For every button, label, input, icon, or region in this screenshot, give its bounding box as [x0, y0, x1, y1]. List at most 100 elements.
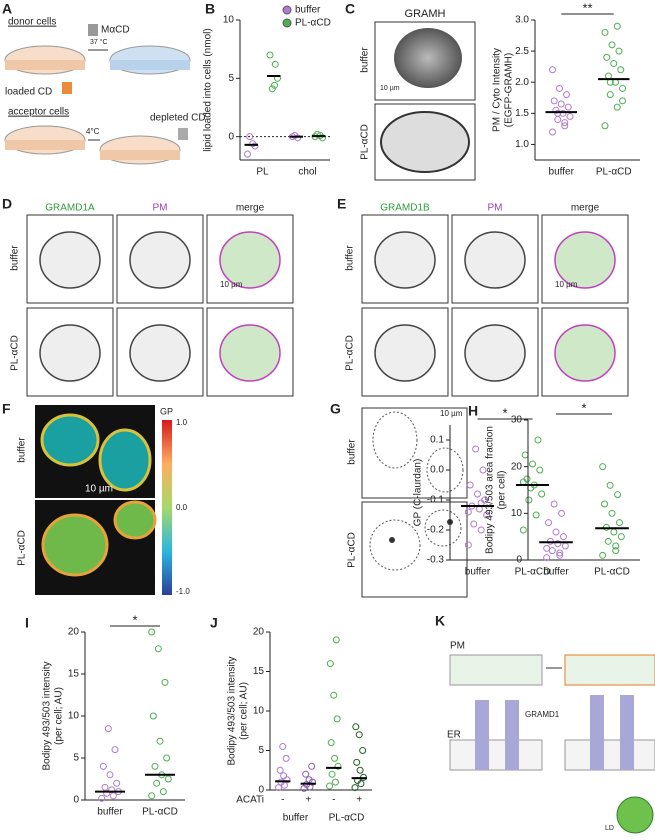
- label: depleted CD: [150, 113, 206, 124]
- cell: [113, 500, 157, 540]
- label: LD: [605, 825, 614, 832]
- y-tick-label: 0.1: [430, 435, 444, 446]
- data-point: [534, 436, 542, 444]
- data-point: [608, 41, 616, 49]
- data-point: [353, 758, 361, 766]
- dish: [5, 60, 85, 70]
- data-point: [545, 519, 553, 527]
- panel-k: K PM ER GRAMD1 LD: [435, 613, 655, 834]
- y-tick-label: 30: [511, 415, 523, 426]
- data-point: [479, 466, 487, 474]
- data-point: [550, 500, 558, 508]
- y-axis-label: GP (C-laurdan): [413, 459, 424, 527]
- panel-f-images: F buffer PL-αCD 10 µm GP 1.0 0.0 -1.0: [2, 401, 190, 596]
- data-point: [291, 132, 299, 139]
- membrane: [564, 654, 655, 686]
- data-point: [613, 103, 621, 111]
- protein: [590, 695, 604, 770]
- colorbar: [162, 420, 172, 595]
- data-point: [543, 544, 551, 552]
- data-point: [613, 22, 621, 30]
- y-tick-label: 20: [511, 461, 523, 472]
- y-axis-label: Bodipy 493/503 area fraction: [485, 426, 496, 554]
- data-point: [525, 496, 533, 504]
- dish: [110, 60, 190, 70]
- data-point: [99, 762, 107, 770]
- legend-marker: [282, 5, 292, 15]
- panel-letter: C: [345, 1, 355, 17]
- x-tick-label: buffer: [549, 167, 575, 178]
- data-point: [279, 743, 287, 751]
- y-axis-label: Bodipy 493/503 intensity: [42, 662, 53, 771]
- column-label: GRAMD1A: [45, 203, 95, 214]
- panel-letter: J: [210, 615, 218, 631]
- data-point: [164, 775, 172, 783]
- column-label: GRAMD1B: [380, 203, 430, 214]
- row-label: PL-αCD: [17, 530, 28, 566]
- data-point: [561, 122, 569, 130]
- panel-c-images: C GRAMH buffer PL-αCD 10 µm: [345, 1, 476, 181]
- y-axis-label: (per cell; AU): [239, 682, 250, 740]
- y-tick-label: 15: [253, 666, 265, 677]
- cell: [554, 231, 616, 289]
- y-tick-label: 3.0: [515, 15, 529, 26]
- y-tick-label: 10: [253, 706, 265, 717]
- legend-label: PL-αCD: [295, 18, 331, 29]
- row-label: PL-αCD: [360, 124, 371, 160]
- label: 4°C: [86, 127, 100, 136]
- data-point: [156, 737, 164, 745]
- row-label: buffer: [17, 437, 28, 463]
- y-tick-label: 2.0: [515, 77, 529, 88]
- legend-marker: [282, 18, 292, 28]
- data-point: [313, 130, 321, 138]
- y-tick-label: 10: [68, 711, 80, 722]
- data-point: [163, 754, 171, 762]
- legend-label: buffer: [295, 5, 321, 16]
- data-point: [556, 549, 564, 557]
- data-point: [608, 509, 616, 517]
- data-point: [308, 762, 316, 770]
- y-axis-label: (per cell; AU): [54, 687, 65, 745]
- data-point: [280, 772, 288, 780]
- colorbar-label: -1.0: [176, 587, 190, 596]
- cell-outline: [424, 509, 462, 547]
- data-point: [559, 533, 567, 541]
- row-label: buffer: [10, 245, 21, 271]
- membrane: [449, 739, 543, 771]
- data-point: [275, 784, 282, 792]
- data-point: [563, 91, 570, 99]
- x-tick-label: -: [332, 795, 335, 806]
- data-point: [271, 81, 278, 89]
- row-label: buffer: [360, 47, 371, 73]
- droplet: [389, 537, 395, 543]
- data-point: [554, 540, 562, 548]
- panel-letter: B: [205, 1, 215, 17]
- cell: [40, 413, 100, 467]
- data-point: [606, 481, 614, 489]
- cell-outline: [372, 411, 418, 469]
- data-point: [352, 723, 360, 731]
- data-point: [610, 60, 618, 68]
- cell: [464, 231, 526, 289]
- data-point: [330, 691, 338, 699]
- data-point: [556, 551, 564, 559]
- label: 37 °C: [90, 38, 108, 46]
- data-point: [326, 782, 333, 790]
- label: MαCD: [101, 25, 130, 36]
- colorbar-title: GP: [160, 406, 173, 416]
- data-point: [104, 725, 112, 733]
- data-point: [470, 520, 478, 528]
- panel-letter: H: [468, 403, 478, 419]
- data-point: [283, 776, 291, 784]
- panel-letter: F: [2, 401, 11, 417]
- column-label: PM: [488, 203, 503, 214]
- y-tick-label: -0.3: [427, 555, 445, 566]
- data-point: [154, 645, 162, 653]
- row-label: PL-αCD: [10, 335, 21, 371]
- data-point: [558, 509, 566, 517]
- panel-letter: A: [2, 1, 12, 17]
- scale-bar: 10 µm: [85, 484, 113, 495]
- data-point: [564, 103, 572, 111]
- data-point: [561, 542, 569, 550]
